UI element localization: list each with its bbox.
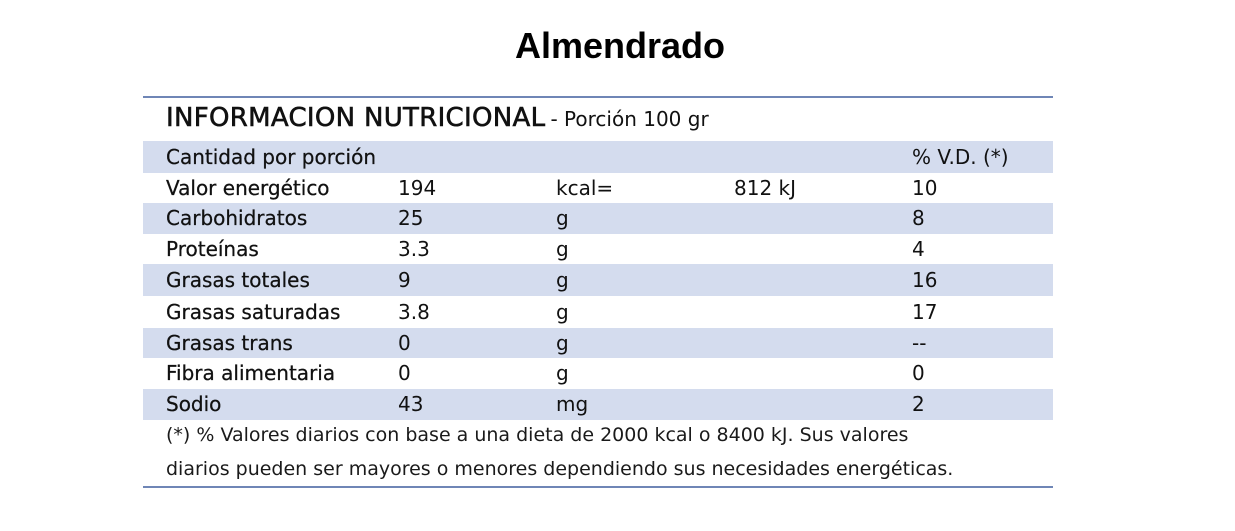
table-row: Proteínas 3.3 g 4 <box>143 234 1053 264</box>
nutrient-amount: 3.3 <box>398 237 430 261</box>
daily-value: 2 <box>912 392 925 416</box>
page-title: Almendrado <box>514 25 726 66</box>
nutrient-unit: g <box>556 361 569 385</box>
top-divider <box>143 96 1053 98</box>
nutrient-unit: mg <box>556 392 589 416</box>
footnote-line-1: (*) % Valores diarios con base a una die… <box>166 424 909 446</box>
daily-value: 4 <box>912 237 925 261</box>
amount-per-serving-label: Cantidad por porción <box>166 145 376 169</box>
daily-value: 8 <box>912 206 925 230</box>
nutrient-name: Grasas trans <box>166 331 293 355</box>
nutrient-name: Fibra alimentaria <box>166 361 336 385</box>
daily-value: 17 <box>912 300 938 324</box>
nutrient-unit: g <box>556 268 569 292</box>
column-header-row: Cantidad por porción % V.D. (*) <box>143 141 1053 173</box>
nutrient-name: Grasas totales <box>166 268 310 292</box>
daily-value-header: % V.D. (*) <box>912 145 1009 169</box>
table-row: Fibra alimentaria 0 g 0 <box>143 358 1053 389</box>
table-row: Carbohidratos 25 g 8 <box>143 203 1053 234</box>
nutrient-amount: 0 <box>398 331 411 355</box>
nutrient-unit: g <box>556 300 569 324</box>
footnote-line-2: diarios pueden ser mayores o menores dep… <box>166 458 954 480</box>
nutrient-name: Valor energético <box>166 176 330 200</box>
nutrition-heading: INFORMACION NUTRICIONAL <box>166 103 546 134</box>
table-row: Valor energético 194 kcal= 812 kJ 10 <box>143 173 1053 203</box>
nutrient-name: Carbohidratos <box>166 206 308 230</box>
daily-value: 0 <box>912 361 925 385</box>
nutrient-unit: g <box>556 206 569 230</box>
portion-label: - Porción 100 gr <box>550 107 709 131</box>
nutrient-name: Proteínas <box>166 237 259 261</box>
nutrient-amount: 194 <box>398 176 437 200</box>
nutrient-unit: kcal= <box>556 176 614 200</box>
table-row: Sodio 43 mg 2 <box>143 389 1053 420</box>
nutrient-unit: g <box>556 237 569 261</box>
nutrient-amount: 43 <box>398 392 424 416</box>
energy-kj: 812 kJ <box>734 176 797 200</box>
nutrient-amount: 3.8 <box>398 300 430 324</box>
nutrient-name: Sodio <box>166 392 222 416</box>
table-row: Grasas saturadas 3.8 g 17 <box>143 296 1053 328</box>
nutrition-facts-panel: INFORMACION NUTRICIONAL - Porción 100 gr… <box>143 96 1053 488</box>
daily-value: -- <box>912 331 927 355</box>
nutrient-amount: 9 <box>398 268 411 292</box>
nutrition-header: INFORMACION NUTRICIONAL - Porción 100 gr <box>166 100 709 136</box>
bottom-divider <box>143 486 1053 488</box>
nutrient-amount: 25 <box>398 206 424 230</box>
nutrient-unit: g <box>556 331 569 355</box>
table-row: Grasas trans 0 g -- <box>143 328 1053 358</box>
daily-value: 10 <box>912 176 938 200</box>
daily-value: 16 <box>912 268 938 292</box>
nutrient-amount: 0 <box>398 361 411 385</box>
nutrient-name: Grasas saturadas <box>166 300 341 324</box>
table-row: Grasas totales 9 g 16 <box>143 264 1053 296</box>
